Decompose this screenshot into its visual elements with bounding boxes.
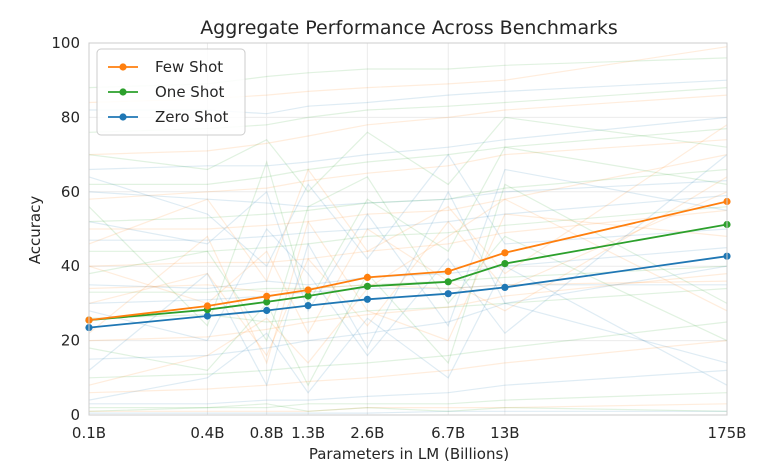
y-tick-label: 100 (51, 34, 80, 52)
background-series-layer (88, 46, 728, 414)
point-few-shot (203, 302, 211, 310)
x-tick-label: 1.3B (291, 424, 325, 442)
point-one-shot (263, 298, 271, 306)
point-zero-shot (501, 283, 509, 291)
series-line-one-shot (88, 223, 728, 321)
background-series-line (88, 146, 728, 327)
background-series-line (89, 154, 728, 230)
point-one-shot (363, 282, 371, 290)
background-series-line (89, 403, 728, 412)
background-series-line (89, 369, 728, 405)
series-line-zero-shot (88, 255, 728, 329)
point-one-shot (501, 260, 509, 268)
legend-label-zero-shot: Zero Shot (155, 108, 228, 126)
y-tick-label: 0 (70, 406, 80, 424)
x-tick-label: 175B (708, 424, 747, 442)
background-series-line (88, 403, 728, 412)
legend-box (96, 48, 246, 136)
point-one-shot (304, 292, 312, 300)
background-series-line (88, 153, 728, 268)
legend-marker-one-shot (119, 88, 127, 96)
background-series-line (88, 265, 728, 360)
x-tick-label: 2.6B (350, 424, 384, 442)
background-series-line (88, 168, 728, 327)
point-zero-shot (444, 290, 452, 298)
point-zero-shot (304, 302, 312, 310)
point-zero-shot (263, 306, 271, 315)
background-series-line (88, 176, 728, 335)
background-series-line (88, 183, 728, 387)
background-series-line (89, 194, 728, 241)
legend: Few Shot One Shot Zero Shot (96, 48, 246, 136)
y-tick-label: 40 (61, 257, 80, 275)
background-series-line (88, 280, 728, 293)
background-series-line (88, 213, 728, 365)
point-few-shot (501, 249, 509, 257)
background-series-line (89, 128, 728, 185)
x-tick-label: 6.7B (431, 424, 465, 442)
x-tick-label: 13B (490, 424, 519, 442)
point-few-shot (263, 292, 271, 300)
background-series-line (89, 206, 728, 252)
background-series-line (88, 340, 728, 394)
background-series-line (89, 265, 728, 293)
x-axis-title: Parameters in LM (Billions) (309, 445, 509, 463)
legend-label-few-shot: Few Shot (155, 58, 223, 76)
series-line-few-shot (88, 200, 728, 321)
background-series-line (88, 139, 728, 200)
background-series-line (88, 180, 728, 208)
background-series-line (88, 116, 728, 193)
background-series-line (88, 191, 728, 357)
background-series-line (88, 176, 728, 342)
point-zero-shot (203, 312, 211, 320)
point-few-shot (444, 267, 452, 275)
point-few-shot (363, 273, 371, 281)
x-tick-label: 0.4B (190, 424, 224, 442)
background-series-line (88, 321, 728, 379)
point-one-shot (444, 278, 452, 286)
background-series-line (88, 168, 728, 223)
background-series-line (88, 209, 728, 267)
background-series-line (88, 124, 728, 283)
legend-marker-zero-shot (119, 113, 127, 121)
background-series-line (88, 273, 728, 342)
y-tick-label: 80 (61, 108, 80, 126)
x-tick-labels: 0.1B 0.4B 0.8B 1.3B 2.6B 6.7B 13B 175B (72, 424, 747, 442)
background-series-line (88, 190, 728, 387)
x-tick-label: 0.1B (72, 424, 106, 442)
background-series-line (89, 392, 728, 409)
point-zero-shot (363, 295, 371, 303)
background-series-line (89, 410, 727, 414)
y-tick-labels: 0 20 40 60 80 100 (51, 34, 80, 424)
x-tick-label: 0.8B (250, 424, 284, 442)
background-series-line (88, 154, 728, 357)
y-tick-label: 20 (61, 332, 80, 350)
plot-frame (88, 42, 728, 416)
point-few-shot (304, 286, 312, 294)
background-series-line (88, 198, 728, 386)
background-series-line (88, 265, 728, 401)
background-series-line (88, 116, 728, 171)
background-series-line (88, 94, 728, 156)
legend-label-one-shot: One Shot (155, 83, 225, 101)
chart-title: Aggregate Performance Across Benchmarks (200, 17, 618, 39)
legend-marker-few-shot (119, 63, 127, 71)
y-axis-title: Accuracy (26, 196, 44, 265)
y-tick-label: 60 (61, 183, 80, 201)
